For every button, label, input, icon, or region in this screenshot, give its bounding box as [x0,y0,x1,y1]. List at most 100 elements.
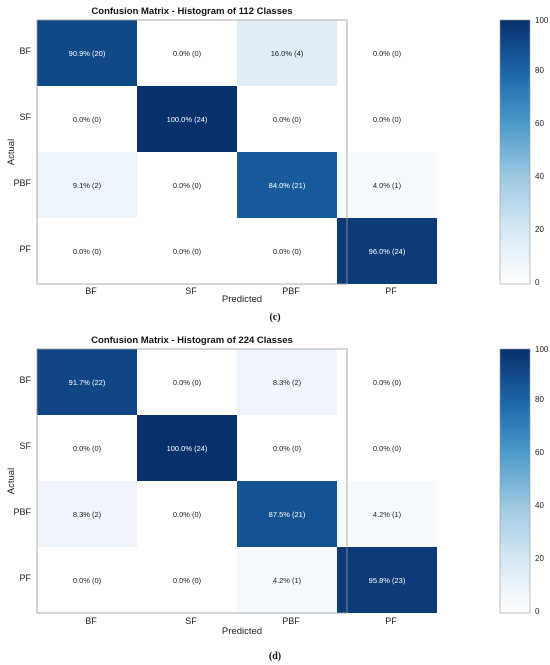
heatmap-cell [37,20,137,86]
y-tick-label: BF [19,375,31,385]
colorbar-gradient [499,348,531,614]
heatmap-cell [37,86,137,152]
y-tick-label: BF [19,46,31,56]
heatmap-cell [37,218,137,284]
cell-label: 16.0% (4) [271,49,304,58]
cell-label: 8.3% (2) [273,378,302,387]
x-tick-label: SF [185,616,197,626]
x-tick-labels: BF SF PBF PF [85,286,397,296]
confusion-matrix-panel-c: Confusion Matrix - Histogram of 112 Clas… [6,6,549,323]
heatmap-cell [237,349,337,415]
heatmap-cell [237,152,337,218]
cell-label: 8.3% (2) [73,510,102,519]
colorbar-tick: 80 [535,66,544,75]
heatmap-cell [237,20,337,86]
cell-label: 9.1% (2) [73,181,102,190]
colorbar-tick: 0 [535,278,540,287]
panel-label: (c) [269,312,280,323]
heatmap-cell [337,218,437,284]
colorbar-tick: 40 [535,172,544,181]
cell-label: 4.2% (1) [273,576,302,585]
heatmap-cell [37,547,137,613]
colorbar: 0 20 40 60 80 100 [499,16,549,287]
heatmap-cell [237,86,337,152]
heatmap-cell [237,218,337,284]
cell-label: 0.0% (0) [173,181,202,190]
chart-title: Confusion Matrix - Histogram of 224 Clas… [91,335,293,346]
cell-label: 91.7% (22) [69,378,106,387]
x-tick-label: PBF [282,286,300,296]
heatmap-cell [137,20,237,86]
heatmap-cell [137,152,237,218]
cell-label: 0.0% (0) [73,576,102,585]
plot-border [36,19,348,285]
colorbar: 0 20 40 60 80 100 [499,345,549,616]
colorbar-tick: 100 [535,16,549,25]
y-tick-label: SF [19,441,31,451]
cell-label: 4.0% (1) [373,181,402,190]
y-tick-labels: BF SF PBF PF [13,375,31,583]
cell-label: 87.5% (21) [269,510,306,519]
heatmap-cell [37,415,137,481]
cell-label: 100.0% (24) [167,444,208,453]
cell-label: 0.0% (0) [273,115,302,124]
cell-label: 95.8% (23) [369,576,406,585]
cell-label: 0.0% (0) [373,378,402,387]
heatmap-cell [337,152,437,218]
cell-label: 84.0% (21) [269,181,306,190]
colorbar-tick: 20 [535,554,544,563]
colorbar-tick: 60 [535,119,544,128]
cell-label: 0.0% (0) [173,378,202,387]
x-tick-label: PBF [282,616,300,626]
heatmap-cell [237,415,337,481]
heatmap-cell [137,218,237,284]
heatmap-cell [337,86,437,152]
y-tick-label: PF [19,244,31,254]
heatmap-cell [337,20,437,86]
y-tick-label: PF [19,573,31,583]
heatmap-cell [137,415,237,481]
heatmap-cell [137,86,237,152]
y-tick-labels: BF SF PBF PF [13,46,31,254]
x-tick-label: SF [185,286,197,296]
cell-label: 90.9% (20) [69,49,106,58]
cell-label: 0.0% (0) [373,115,402,124]
cell-label: 0.0% (0) [73,247,102,256]
confusion-matrix-panel-d: Confusion Matrix - Histogram of 224 Clas… [6,335,549,662]
heatmap-cell [137,481,237,547]
heatmap-cell [337,547,437,613]
cell-label: 0.0% (0) [373,444,402,453]
colorbar-tick: 0 [535,607,540,616]
colorbar-tick: 20 [535,225,544,234]
colorbar-tick: 100 [535,345,549,354]
heatmap-cell [37,152,137,218]
cell-label: 0.0% (0) [273,247,302,256]
heatmap-cell [337,349,437,415]
cell-label: 4.2% (1) [373,510,402,519]
cell-label: 0.0% (0) [173,576,202,585]
heatmap-cells: 91.7% (22) 0.0% (0) 8.3% (2) 0.0% (0) 0.0% (… [37,349,437,613]
x-axis-label: Predicted [222,294,262,305]
y-axis-label: Actual [6,468,17,494]
x-axis-label: Predicted [222,626,262,637]
heatmap-cell [37,481,137,547]
y-tick-label: SF [19,112,31,122]
cell-label: 0.0% (0) [273,444,302,453]
cell-label: 100.0% (24) [167,115,208,124]
heatmap-cells: 90.9% (20) 0.0% (0) 16.0% (4) 0.0% (0) 0.0% … [37,20,437,284]
heatmap-cell [237,547,337,613]
y-axis-label: Actual [6,139,17,165]
plot-border [36,348,348,614]
cell-label: 96.0% (24) [369,247,406,256]
cell-label: 0.0% (0) [73,444,102,453]
chart-title: Confusion Matrix - Histogram of 112 Clas… [91,6,292,17]
colorbar-tick: 40 [535,501,544,510]
colorbar-tick: 80 [535,395,544,404]
x-tick-label: PF [385,286,397,296]
x-tick-label: PF [385,616,397,626]
cell-label: 0.0% (0) [173,510,202,519]
heatmap-cell [237,481,337,547]
x-tick-label: BF [85,616,97,626]
y-tick-label: PBF [13,178,31,188]
